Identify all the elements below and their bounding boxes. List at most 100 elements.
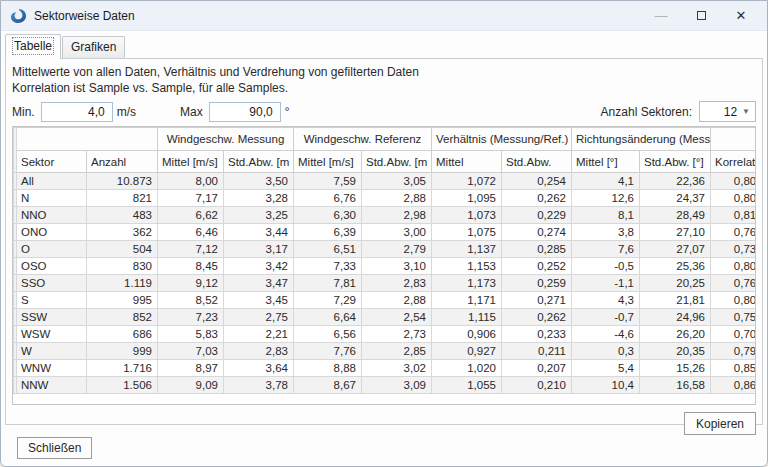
table-cell[interactable]: -0,7 xyxy=(572,309,640,326)
column-header-cell[interactable]: Mittel [m/s] xyxy=(158,151,224,173)
table-cell[interactable]: 1.119 xyxy=(87,275,158,292)
table-cell[interactable]: 0,233 xyxy=(502,326,572,343)
table-cell[interactable]: 1,137 xyxy=(432,241,502,258)
table-cell[interactable]: 995 xyxy=(87,292,158,309)
table-cell[interactable]: 2,75 xyxy=(224,309,294,326)
column-header-cell[interactable]: Mittel [°] xyxy=(572,151,640,173)
table-cell[interactable]: 0,254 xyxy=(502,173,572,190)
table-cell[interactable]: -0,5 xyxy=(572,258,640,275)
table-cell[interactable]: 6,39 xyxy=(294,224,362,241)
table-cell[interactable]: 0,8600 xyxy=(711,377,756,394)
table-cell[interactable]: 0,927 xyxy=(432,343,502,360)
table-cell[interactable]: O xyxy=(17,241,87,258)
table-cell[interactable]: 7,59 xyxy=(294,173,362,190)
table-cell[interactable]: 0,8031 xyxy=(711,258,756,275)
table-cell[interactable]: 3,02 xyxy=(362,360,432,377)
table-cell[interactable]: 0,7671 xyxy=(711,275,756,292)
table-cell[interactable]: 6,56 xyxy=(294,326,362,343)
table-cell[interactable]: 2,98 xyxy=(362,207,432,224)
minimize-button[interactable]: — xyxy=(641,1,681,31)
table-cell[interactable]: 24,96 xyxy=(640,309,711,326)
column-header-cell[interactable]: Std.Abw. xyxy=(502,151,572,173)
table-cell[interactable]: 2,85 xyxy=(362,343,432,360)
table-cell[interactable]: 7,81 xyxy=(294,275,362,292)
table-cell[interactable]: 7,12 xyxy=(158,241,224,258)
table-cell[interactable]: 0,7628 xyxy=(711,224,756,241)
table-cell[interactable]: 3,10 xyxy=(362,258,432,275)
table-cell[interactable]: 2,79 xyxy=(362,241,432,258)
table-cell[interactable]: OSO xyxy=(17,258,87,275)
table-cell[interactable]: 2,21 xyxy=(224,326,294,343)
table-cell[interactable]: All xyxy=(17,173,87,190)
tab-tabelle[interactable]: Tabelle xyxy=(5,34,61,59)
table-cell[interactable]: -1,1 xyxy=(572,275,640,292)
table-cell[interactable]: 4,1 xyxy=(572,173,640,190)
table-cell[interactable]: 1,055 xyxy=(432,377,502,394)
table-cell[interactable]: -4,6 xyxy=(572,326,640,343)
sector-count-dropdown[interactable]: 12 ▼ xyxy=(699,101,756,122)
table-cell[interactable]: 0,7586 xyxy=(711,309,756,326)
table-cell[interactable]: SSO xyxy=(17,275,87,292)
table-cell[interactable]: 1,075 xyxy=(432,224,502,241)
table-cell[interactable]: 7,33 xyxy=(294,258,362,275)
table-cell[interactable]: 0,7068 xyxy=(711,326,756,343)
column-header-cell[interactable]: Mittel xyxy=(432,151,502,173)
table-cell[interactable]: 9,09 xyxy=(158,377,224,394)
table-cell[interactable]: 27,07 xyxy=(640,241,711,258)
table-cell[interactable]: 0,262 xyxy=(502,190,572,207)
table-cell[interactable]: N xyxy=(17,190,87,207)
table-cell[interactable]: 2,83 xyxy=(224,343,294,360)
table-cell[interactable]: 10.873 xyxy=(87,173,158,190)
table-cell[interactable]: 2,88 xyxy=(362,292,432,309)
table-cell[interactable]: 504 xyxy=(87,241,158,258)
table-cell[interactable]: 0,7385 xyxy=(711,241,756,258)
table-cell[interactable]: 0,271 xyxy=(502,292,572,309)
table-cell[interactable]: 8,45 xyxy=(158,258,224,275)
table-cell[interactable]: 2,73 xyxy=(362,326,432,343)
table-cell[interactable]: 12,6 xyxy=(572,190,640,207)
table-cell[interactable]: 0,259 xyxy=(502,275,572,292)
table-cell[interactable]: 3,47 xyxy=(224,275,294,292)
table-cell[interactable]: 8,1 xyxy=(572,207,640,224)
table-cell[interactable]: 1.506 xyxy=(87,377,158,394)
table-cell[interactable]: 1,073 xyxy=(432,207,502,224)
table-cell[interactable]: 5,83 xyxy=(158,326,224,343)
close-dialog-button[interactable]: Schließen xyxy=(17,437,92,459)
table-cell[interactable]: 999 xyxy=(87,343,158,360)
table-cell[interactable]: 3,50 xyxy=(224,173,294,190)
table-cell[interactable]: 1,153 xyxy=(432,258,502,275)
table-cell[interactable]: 3,78 xyxy=(224,377,294,394)
copy-button[interactable]: Kopieren xyxy=(684,412,756,435)
table-cell[interactable]: 8,67 xyxy=(294,377,362,394)
table-cell[interactable]: 0,906 xyxy=(432,326,502,343)
table-cell[interactable]: 20,35 xyxy=(640,343,711,360)
table-cell[interactable]: SSW xyxy=(17,309,87,326)
table-cell[interactable]: 3,44 xyxy=(224,224,294,241)
table-cell[interactable]: 8,52 xyxy=(158,292,224,309)
column-header-cell[interactable]: Korrelation xyxy=(711,151,756,173)
table-cell[interactable]: 9,12 xyxy=(158,275,224,292)
table-cell[interactable]: 5,4 xyxy=(572,360,640,377)
table-cell[interactable]: 25,36 xyxy=(640,258,711,275)
close-button[interactable]: ✕ xyxy=(721,1,761,31)
table-cell[interactable]: 0,207 xyxy=(502,360,572,377)
table-cell[interactable]: 28,49 xyxy=(640,207,711,224)
table-cell[interactable]: 0,252 xyxy=(502,258,572,275)
table-cell[interactable]: WNW xyxy=(17,360,87,377)
table-cell[interactable]: 0,274 xyxy=(502,224,572,241)
table-cell[interactable]: 7,76 xyxy=(294,343,362,360)
table-cell[interactable]: 0,8043 xyxy=(711,173,756,190)
table-cell[interactable]: 483 xyxy=(87,207,158,224)
table-cell[interactable]: 26,20 xyxy=(640,326,711,343)
table-cell[interactable]: 362 xyxy=(87,224,158,241)
table-cell[interactable]: 0,285 xyxy=(502,241,572,258)
table-cell[interactable]: 3,00 xyxy=(362,224,432,241)
table-cell[interactable]: 20,25 xyxy=(640,275,711,292)
table-cell[interactable]: 3,17 xyxy=(224,241,294,258)
table-cell[interactable]: 21,81 xyxy=(640,292,711,309)
table-cell[interactable]: 3,05 xyxy=(362,173,432,190)
table-cell[interactable]: 1,095 xyxy=(432,190,502,207)
titlebar[interactable]: Sektorweise Daten — ✕ xyxy=(1,1,767,31)
table-cell[interactable]: 27,10 xyxy=(640,224,711,241)
table-cell[interactable]: 8,88 xyxy=(294,360,362,377)
